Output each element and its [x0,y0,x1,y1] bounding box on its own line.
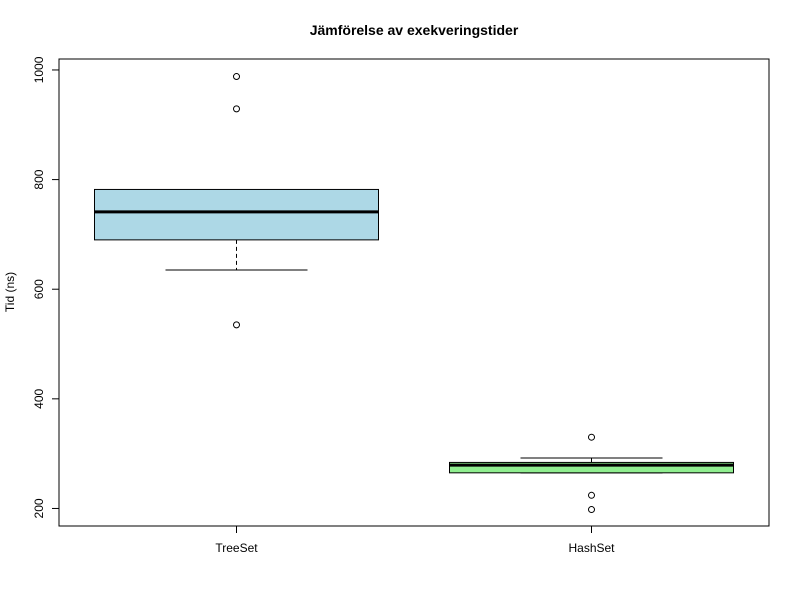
outlier-point [233,73,240,81]
outlier-point [233,105,240,113]
x-tick-label: HashSet [568,541,615,555]
outlier-point [233,321,240,329]
y-tick-label: 800 [32,169,46,189]
y-tick-label: 1000 [32,56,46,83]
y-tick-label: 200 [32,498,46,518]
outlier-point [588,491,595,499]
y-tick-label: 400 [32,389,46,409]
outlier-point [588,433,595,441]
box-treeset [94,188,379,241]
box-hashset [449,461,734,474]
outlier-point [588,506,595,514]
plot-frame [58,58,770,527]
chart-title: Jämförelse av exekveringstider [310,22,519,38]
x-tick-label: TreeSet [215,541,258,555]
y-tick-label: 600 [32,279,46,299]
plot-area: 200 400 600 800 1000 TreeSet HashSet [32,56,770,555]
y-axis-label: Tid (ns) [3,272,17,312]
